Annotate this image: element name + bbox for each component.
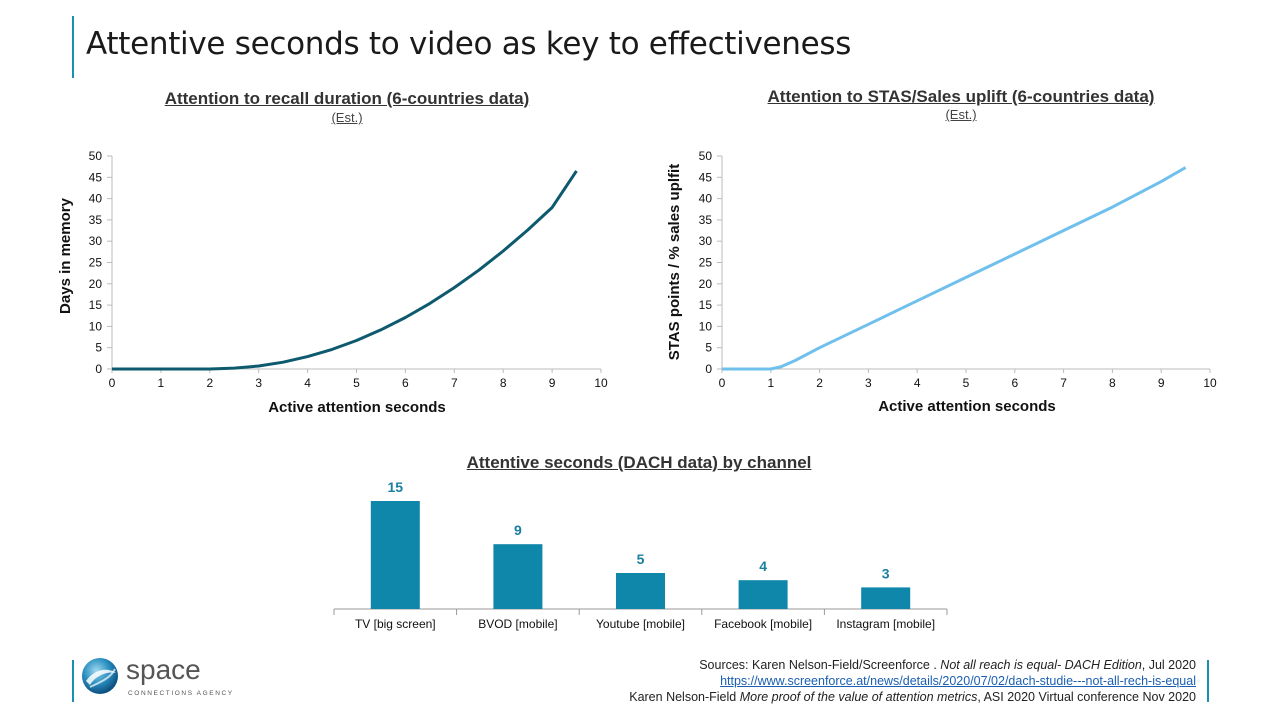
- c1-ytick-label: 20: [89, 277, 103, 291]
- c1-ytick-label: 30: [89, 234, 103, 248]
- page-title: Attentive seconds to video as key to eff…: [86, 26, 852, 62]
- c2-ytick-label: 20: [699, 277, 713, 291]
- dach-chart-title: Attentive seconds (DACH data) by channel: [466, 453, 812, 472]
- sources-line-1-title: Not all reach is equal- DACH Edition: [940, 658, 1142, 672]
- c1-xtick-label: 6: [402, 376, 409, 390]
- c2-xtick-label: 8: [1109, 376, 1116, 390]
- c1-ytick-label: 35: [89, 213, 103, 227]
- dach-bar-value-label: 4: [759, 558, 767, 574]
- c1-xtick-label: 1: [158, 376, 165, 390]
- logo-brand-text: space: [126, 655, 201, 685]
- c1-xtick-label: 9: [549, 376, 556, 390]
- c2-xtick-label: 3: [865, 376, 872, 390]
- dach-bar: [493, 544, 543, 609]
- c2-xtick-label: 5: [963, 376, 970, 390]
- logo-mark: space CONNECTIONS AGENCY: [82, 654, 234, 697]
- c1-xtick-label: 0: [109, 376, 116, 390]
- c2-ytick-label: 10: [699, 319, 713, 333]
- c1-ytick-label: 5: [95, 341, 102, 355]
- c1-ytick-label: 15: [89, 298, 103, 312]
- dach-chart: 15 TV [big screen] 9 BVOD [mobile] 5 Youtube …: [333, 479, 948, 631]
- dach-category-label: Youtube [mobile]: [596, 617, 685, 631]
- dach-category-label: TV [big screen]: [355, 617, 436, 631]
- c2-ytick-label: 25: [699, 256, 713, 270]
- c2-ytick-label: 50: [699, 149, 713, 163]
- c1-ytick-label: 40: [89, 192, 103, 206]
- c1-ytick-label: 50: [89, 149, 103, 163]
- c2-ytick-label: 5: [705, 341, 712, 355]
- sources-line-3: Karen Nelson-Field More proof of the val…: [629, 689, 1196, 705]
- c2-ytick-label: 30: [699, 234, 713, 248]
- c1-xtick-label: 2: [206, 376, 213, 390]
- recall-chart-subtitle: (Est.): [331, 110, 363, 125]
- c1-ytick-label: 0: [95, 362, 102, 376]
- sources-line-1: Sources: Karen Nelson-Field/Screenforce …: [629, 657, 1196, 673]
- sources-line-3-suffix: , ASI 2020 Virtual conference Nov 2020: [977, 690, 1196, 704]
- dach-category-label: Facebook [mobile]: [714, 617, 812, 631]
- c1-xtick-label: 3: [255, 376, 262, 390]
- c2-xtick-label: 2: [816, 376, 823, 390]
- dach-bar-value-label: 5: [637, 551, 645, 567]
- c2-xtick-label: 4: [914, 376, 921, 390]
- title-accent-bar: [72, 16, 74, 78]
- sources-link[interactable]: https://www.screenforce.at/news/details/…: [720, 674, 1196, 688]
- dach-category-label: BVOD [mobile]: [478, 617, 557, 631]
- c2-xtick-label: 10: [1203, 376, 1217, 390]
- c2-xtick-label: 9: [1158, 376, 1165, 390]
- c2-xtick-label: 1: [767, 376, 774, 390]
- c1-ytick-label: 10: [89, 319, 103, 333]
- stas-series-line: [722, 166, 1187, 371]
- stas-chart-title: Attention to STAS/Sales uplift (6-countr…: [767, 87, 1155, 106]
- sources-block: Sources: Karen Nelson-Field/Screenforce …: [629, 657, 1196, 705]
- c1-ytick-label: 25: [89, 256, 103, 270]
- sources-line-3-title: More proof of the value of attention met…: [739, 690, 978, 704]
- dach-category-label: Instagram [mobile]: [836, 617, 935, 631]
- recall-chart-title: Attention to recall duration (6-countrie…: [164, 89, 530, 108]
- space-logo: space CONNECTIONS AGENCY: [80, 654, 240, 705]
- c2-ytick-label: 15: [699, 298, 713, 312]
- c1-xtick-label: 8: [500, 376, 507, 390]
- c2-ytick-label: 0: [705, 362, 712, 376]
- sources-line-2: https://www.screenforce.at/news/details/…: [629, 673, 1196, 689]
- dach-bar: [370, 501, 420, 609]
- dach-bar-value-label: 9: [514, 522, 522, 538]
- c1-xtick-label: 4: [304, 376, 311, 390]
- c1-xtick-label: 7: [451, 376, 458, 390]
- dach-bar: [861, 587, 911, 609]
- dach-bar-value-label: 3: [882, 565, 890, 581]
- recall-y-axis-label: Days in memory: [57, 197, 74, 314]
- c2-ytick-label: 40: [699, 192, 713, 206]
- stas-chart-subtitle: (Est.): [945, 107, 977, 122]
- sources-line-3-prefix: Karen Nelson-Field: [629, 690, 740, 704]
- sources-line-1-suffix: , Jul 2020: [1141, 658, 1196, 672]
- stas-y-axis-label: STAS points / % sales uplfit: [666, 164, 683, 360]
- c2-ytick-label: 35: [699, 213, 713, 227]
- c2-xtick-label: 7: [1060, 376, 1067, 390]
- c2-ytick-label: 45: [699, 170, 713, 184]
- c1-xtick-label: 10: [594, 376, 608, 390]
- c1-xtick-label: 5: [353, 376, 360, 390]
- footer-left-accent-bar: [72, 660, 74, 702]
- dach-bar: [616, 573, 665, 609]
- sources-line-1-prefix: Sources: Karen Nelson-Field/Screenforce …: [699, 658, 941, 672]
- dach-bar: [738, 580, 788, 609]
- recall-x-axis-label: Active attention seconds: [268, 399, 446, 416]
- dach-bar-value-label: 15: [388, 479, 404, 495]
- stas-x-axis-label: Active attention seconds: [878, 398, 1056, 415]
- c2-xtick-label: 6: [1011, 376, 1018, 390]
- footer-right-accent-bar: [1207, 660, 1209, 702]
- c1-ytick-label: 45: [89, 170, 103, 184]
- logo-tagline: CONNECTIONS AGENCY: [128, 690, 234, 697]
- recall-series-line: [112, 170, 578, 371]
- c2-xtick-label: 0: [719, 376, 726, 390]
